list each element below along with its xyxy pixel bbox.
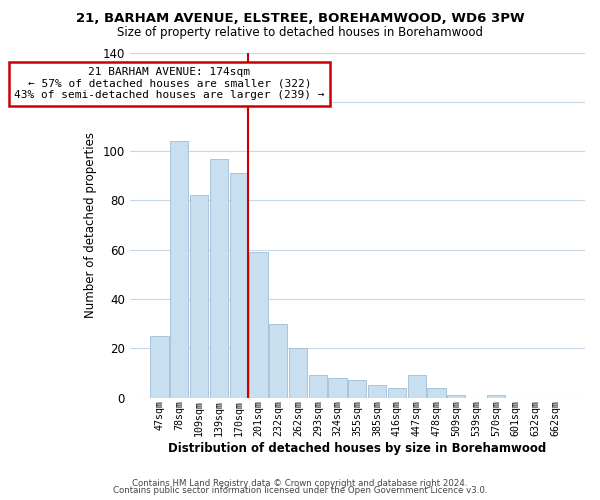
- Bar: [151, 336, 169, 398]
- Text: Contains public sector information licensed under the Open Government Licence v3: Contains public sector information licen…: [113, 486, 487, 495]
- Bar: [348, 380, 367, 398]
- Bar: [368, 386, 386, 398]
- Bar: [190, 196, 208, 398]
- Text: Contains HM Land Registry data © Crown copyright and database right 2024.: Contains HM Land Registry data © Crown c…: [132, 478, 468, 488]
- Bar: [250, 252, 268, 398]
- Bar: [388, 388, 406, 398]
- Bar: [407, 376, 426, 398]
- Bar: [230, 174, 248, 398]
- Bar: [447, 395, 466, 398]
- Bar: [289, 348, 307, 398]
- Bar: [308, 376, 327, 398]
- Bar: [170, 142, 188, 398]
- Bar: [210, 158, 228, 398]
- Bar: [328, 378, 347, 398]
- Text: Size of property relative to detached houses in Borehamwood: Size of property relative to detached ho…: [117, 26, 483, 39]
- Bar: [487, 395, 505, 398]
- Bar: [427, 388, 446, 398]
- Text: 21 BARHAM AVENUE: 174sqm
← 57% of detached houses are smaller (322)
43% of semi-: 21 BARHAM AVENUE: 174sqm ← 57% of detach…: [14, 68, 325, 100]
- Y-axis label: Number of detached properties: Number of detached properties: [84, 132, 97, 318]
- X-axis label: Distribution of detached houses by size in Borehamwood: Distribution of detached houses by size …: [168, 442, 547, 455]
- Text: 21, BARHAM AVENUE, ELSTREE, BOREHAMWOOD, WD6 3PW: 21, BARHAM AVENUE, ELSTREE, BOREHAMWOOD,…: [76, 12, 524, 26]
- Bar: [269, 324, 287, 398]
